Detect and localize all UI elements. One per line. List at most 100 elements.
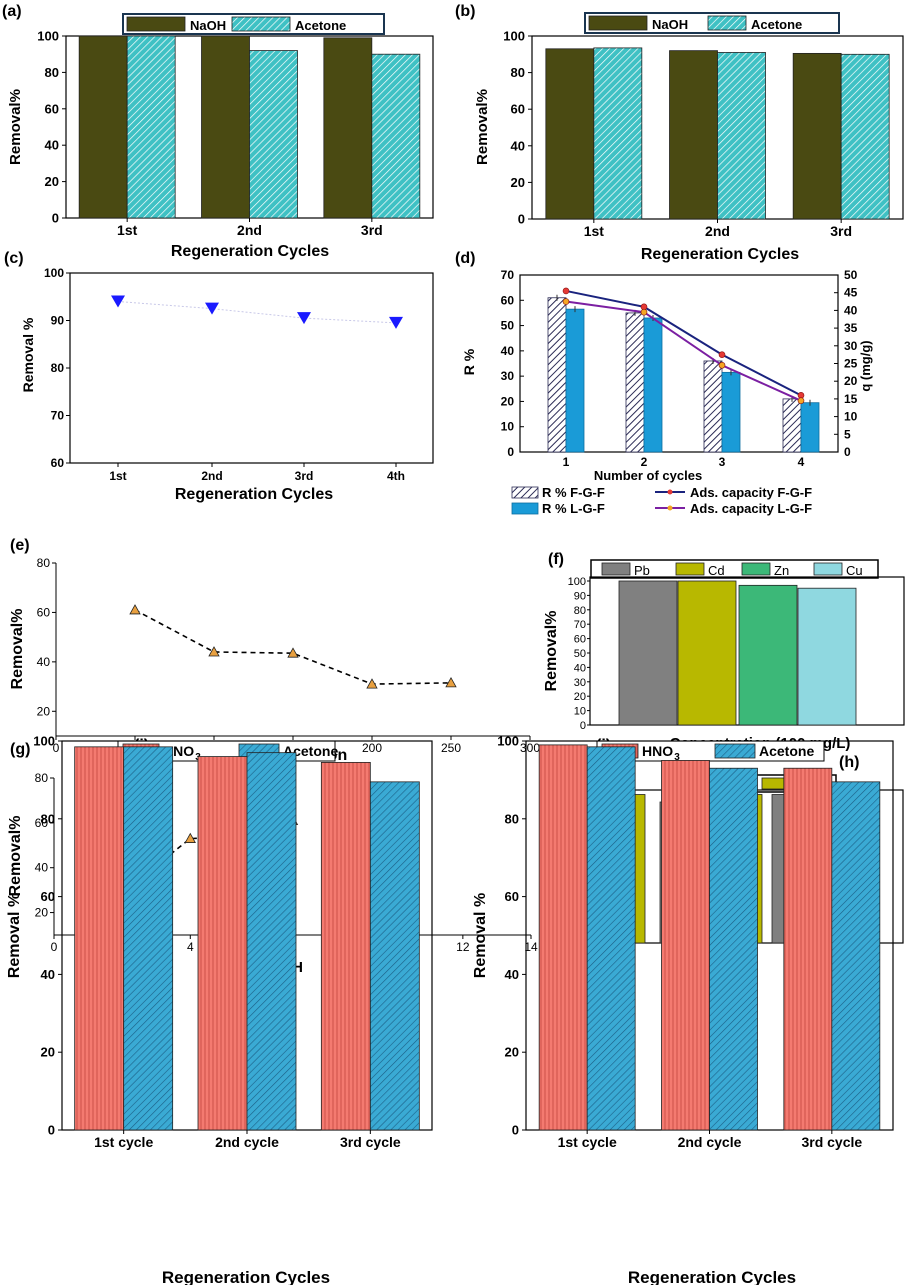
bar-acetone-3rd-cycle bbox=[369, 781, 420, 1131]
y-tick-label: 20 bbox=[574, 691, 586, 703]
x-tick-label: 2nd bbox=[705, 223, 730, 239]
y-axis-label: Removal% bbox=[9, 609, 26, 690]
bar-r-fgf-4 bbox=[782, 398, 802, 453]
bar-cu bbox=[797, 587, 857, 726]
y-tick-label: 100 bbox=[37, 29, 59, 44]
y-axis-label: Removal% bbox=[7, 89, 24, 165]
panel-label: (b) bbox=[455, 3, 475, 20]
y-tick-label: 50 bbox=[574, 648, 586, 660]
legend-entry: NaOH bbox=[190, 18, 226, 33]
y-tick-label: 60 bbox=[45, 101, 59, 116]
bar-acetone-2nd-cycle bbox=[246, 752, 297, 1131]
bar-r-lgf-4 bbox=[800, 402, 820, 453]
y-axis-label: Removal% bbox=[7, 816, 24, 897]
y-tick-label: 60 bbox=[37, 605, 51, 619]
legend-entry: Acetone bbox=[295, 18, 346, 33]
x-tick-label: 12 bbox=[456, 940, 470, 954]
bar-hno-3rd-cycle bbox=[783, 767, 833, 1131]
y-axis-label: Removal% bbox=[474, 89, 491, 165]
y-tick-label: 0 bbox=[52, 211, 59, 226]
bar-naoh-1st bbox=[545, 48, 595, 220]
legend-subscript: 3 bbox=[674, 752, 680, 763]
bar-acetone-3rd bbox=[371, 53, 421, 219]
panel-a: (a) NaOH Acetone 1st 2nd 3rd 0 20 40 60 80 100 Remov… bbox=[2, 3, 434, 260]
data-point-2nd bbox=[205, 302, 219, 315]
bar-acetone-1st-cycle bbox=[123, 746, 174, 1131]
line-ads-capacity-lgf bbox=[565, 300, 802, 402]
panel-label: (g) bbox=[10, 741, 30, 758]
y-axis-label: Removal % bbox=[20, 317, 36, 392]
x-tick-label: 1st bbox=[109, 469, 126, 483]
x-tick-label: 3rd bbox=[830, 223, 852, 239]
y-tick-label: 100 bbox=[568, 576, 586, 588]
y-tick-label: 80 bbox=[37, 556, 51, 570]
x-tick-label: 3rd cycle bbox=[801, 1134, 862, 1150]
legend-entry: Acetone bbox=[751, 17, 802, 32]
x-tick-label: 2nd bbox=[201, 469, 222, 483]
y-axis-label: R % bbox=[461, 348, 477, 375]
y-tick-label: 80 bbox=[41, 811, 55, 826]
legend-swatch bbox=[741, 562, 771, 576]
y-tick-label: 60 bbox=[511, 102, 525, 117]
bar-hno-2nd-cycle bbox=[197, 756, 248, 1131]
panel-b: (b) NaOH Acetone 1st 2nd 3rd 0 20 40 60 80 100 Remov… bbox=[455, 3, 904, 263]
x-tick-label: 1st cycle bbox=[94, 1134, 153, 1150]
y-tick-label: 100 bbox=[44, 266, 64, 280]
x-tick-label: 3rd cycle bbox=[340, 1134, 401, 1150]
legend-entry: Zn bbox=[774, 563, 789, 578]
y-tick-label: 80 bbox=[511, 65, 525, 80]
y-tick-label: 40 bbox=[574, 662, 586, 674]
x-axis-label: Regeneration Cycles bbox=[171, 243, 329, 260]
x-tick-label: 1st bbox=[584, 223, 605, 239]
bar-cd bbox=[677, 580, 737, 726]
bar-r-lgf-2 bbox=[643, 317, 663, 453]
y-tick-label: 20 bbox=[37, 704, 51, 718]
y2-tick-label: 45 bbox=[844, 286, 858, 300]
data-point bbox=[366, 678, 378, 689]
x-tick-label: 4 bbox=[798, 455, 805, 469]
x-tick-label: 2nd cycle bbox=[678, 1134, 742, 1150]
legend-swatch bbox=[588, 15, 648, 31]
y-axis-label: Removal % bbox=[472, 893, 489, 978]
data-point bbox=[287, 647, 299, 658]
x-tick-label: 3rd bbox=[295, 469, 314, 483]
bar-zn bbox=[738, 584, 798, 726]
legend-entry: Cd bbox=[708, 563, 725, 578]
y-tick-label: 70 bbox=[574, 619, 586, 631]
legend-entry: Ads. capacity L-G-F bbox=[690, 501, 812, 516]
legend-entry: Ads. capacity F-G-F bbox=[690, 485, 812, 500]
y-tick-label: 40 bbox=[41, 967, 55, 982]
y-tick-label: 40 bbox=[511, 138, 525, 153]
x-tick-label: 1st cycle bbox=[558, 1134, 617, 1150]
y-tick-label: 80 bbox=[505, 811, 519, 826]
x-tick-label: 250 bbox=[441, 741, 461, 755]
data-point bbox=[129, 604, 141, 615]
panel-label: (e) bbox=[10, 537, 30, 554]
panel-f: (f) Pb Cd Zn Cu 0 10 20 30 40 50 60 70 80 90 100 Removal… bbox=[543, 551, 905, 752]
y-tick-label: 20 bbox=[45, 174, 59, 189]
y-tick-label: 10 bbox=[501, 420, 515, 434]
y2-tick-label: 30 bbox=[844, 339, 858, 353]
x-tick-label: 200 bbox=[362, 741, 382, 755]
panel-label: (a) bbox=[2, 3, 22, 20]
x-tick-label: 300 bbox=[520, 741, 540, 755]
legend-entry: NaOH bbox=[652, 17, 688, 32]
bar-hno-1st-cycle bbox=[74, 746, 125, 1131]
legend-marker bbox=[667, 505, 673, 511]
line-point bbox=[797, 397, 805, 404]
y-tick-label: 60 bbox=[51, 456, 65, 470]
bar-acetone-3rd bbox=[840, 53, 890, 220]
y-tick-label: 60 bbox=[505, 889, 519, 904]
x-tick-label: 4th bbox=[387, 469, 405, 483]
bar-r-fgf-2 bbox=[625, 312, 645, 453]
bar-r-lgf-3 bbox=[721, 371, 741, 453]
y-tick-label: 20 bbox=[35, 906, 49, 920]
y-tick-label: 0 bbox=[580, 720, 586, 732]
y-tick-label: 0 bbox=[48, 1123, 55, 1138]
legend-swatch bbox=[511, 502, 539, 515]
x-tick-label: 0 bbox=[51, 940, 58, 954]
x-tick-label: 4 bbox=[187, 940, 194, 954]
panel-label: (d) bbox=[455, 250, 475, 267]
y2-tick-label: 50 bbox=[844, 268, 858, 282]
